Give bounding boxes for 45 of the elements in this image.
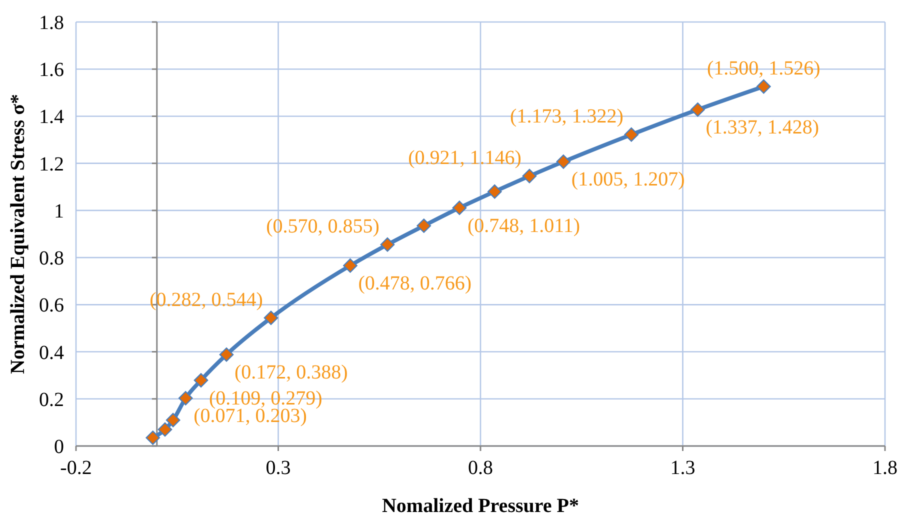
point xyxy=(452,200,467,216)
point xyxy=(158,422,172,437)
y-tick-label: 1.4 xyxy=(39,106,64,128)
point xyxy=(522,168,537,184)
y-tick-label: 1.2 xyxy=(39,153,64,176)
data-label: (1.337, 1.428) xyxy=(706,116,820,139)
point xyxy=(556,154,571,169)
x-tick-label: 0.3 xyxy=(266,457,291,479)
data-label: (0.109, 0.279) xyxy=(208,387,322,410)
point xyxy=(166,412,180,428)
y-tick-label: 0.8 xyxy=(39,248,64,270)
data-label: (0.570, 0.855) xyxy=(266,216,380,238)
x-tick-label: 0.8 xyxy=(468,457,493,479)
y-tick-label: 0.6 xyxy=(39,294,64,317)
x-tick-label: -0.2 xyxy=(60,457,92,479)
y-tick-label: 0.2 xyxy=(39,388,64,411)
point xyxy=(756,79,771,94)
data-label: (0.921, 1.146) xyxy=(408,147,522,170)
x-axis-title: Nomalized Pressure P* xyxy=(382,495,580,517)
data-label: (1.500, 1.526) xyxy=(706,58,820,80)
data-label: (0.172, 0.388) xyxy=(234,362,348,384)
point xyxy=(194,373,208,388)
data-label: (0.282, 0.544) xyxy=(150,288,263,311)
y-tick-label: 0 xyxy=(54,436,64,458)
y-tick-label: 0.4 xyxy=(39,342,64,364)
data-label: (1.005, 1.207) xyxy=(571,168,685,191)
y-tick-label: 1 xyxy=(54,200,64,222)
y-tick-label: 1.8 xyxy=(39,12,64,34)
point xyxy=(487,184,502,199)
data-label: (0.748, 1.011) xyxy=(467,214,580,237)
x-tick-label: 1.3 xyxy=(670,457,696,479)
point xyxy=(219,347,234,362)
x-tick-label: 1.8 xyxy=(872,457,898,479)
data-label: (1.173, 1.322) xyxy=(510,106,624,128)
point xyxy=(690,102,705,117)
point xyxy=(178,391,193,406)
y-axis-title: Normalized Equivalent Stress σ* xyxy=(7,94,29,374)
point xyxy=(416,218,432,233)
data-label: (0.478, 0.766) xyxy=(358,272,472,295)
y-tick-label: 1.6 xyxy=(39,59,64,82)
point xyxy=(343,258,358,273)
point xyxy=(624,127,639,142)
point xyxy=(380,237,395,252)
point xyxy=(264,310,278,326)
point xyxy=(146,430,160,445)
